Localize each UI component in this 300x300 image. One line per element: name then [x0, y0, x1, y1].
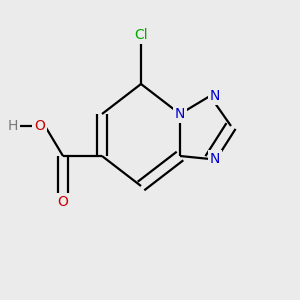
Text: N: N — [175, 107, 185, 121]
Text: N: N — [210, 152, 220, 166]
Text: H: H — [8, 119, 18, 133]
Text: N: N — [210, 89, 220, 103]
Text: Cl: Cl — [134, 28, 148, 42]
Text: O: O — [58, 195, 68, 209]
Text: O: O — [34, 119, 45, 133]
